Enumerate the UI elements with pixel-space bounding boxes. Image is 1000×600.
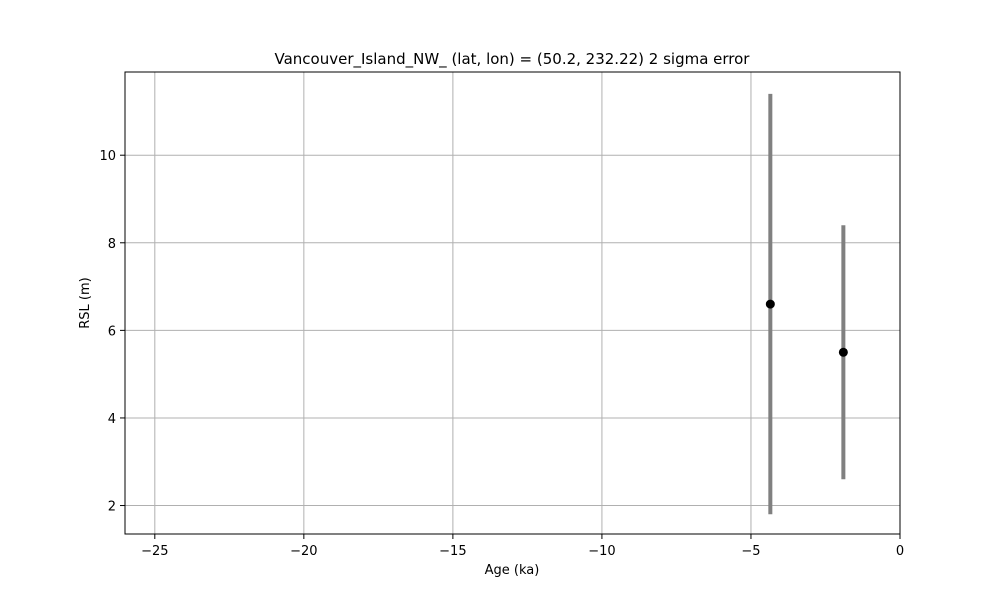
y-tick-label: 10 xyxy=(99,149,116,164)
chart-title: Vancouver_Island_NW_ (lat, lon) = (50.2,… xyxy=(275,50,751,69)
y-tick-label: 8 xyxy=(108,237,116,252)
y-axis-ticks: 2 4 6 8 10 xyxy=(99,149,125,515)
x-tick-label: −25 xyxy=(141,544,168,559)
x-tick-label: −15 xyxy=(439,544,466,559)
x-tick-label: 0 xyxy=(896,544,904,559)
x-axis-ticks: −25 −20 −15 −10 −5 0 xyxy=(141,534,904,559)
y-tick-label: 6 xyxy=(108,324,116,339)
data-marks xyxy=(765,93,848,515)
grid-lines xyxy=(125,72,901,534)
x-axis-label: Age (ka) xyxy=(485,563,540,578)
x-tick-label: −10 xyxy=(588,544,615,559)
x-tick-label: −20 xyxy=(290,544,317,559)
y-axis-label: RSL (m) xyxy=(78,277,93,328)
plot-frame xyxy=(124,71,901,535)
y-tick-label: 4 xyxy=(108,412,116,427)
y-tick-label: 2 xyxy=(108,500,116,515)
x-tick-label: −5 xyxy=(741,544,760,559)
data-point xyxy=(765,299,775,309)
data-point xyxy=(838,347,848,357)
